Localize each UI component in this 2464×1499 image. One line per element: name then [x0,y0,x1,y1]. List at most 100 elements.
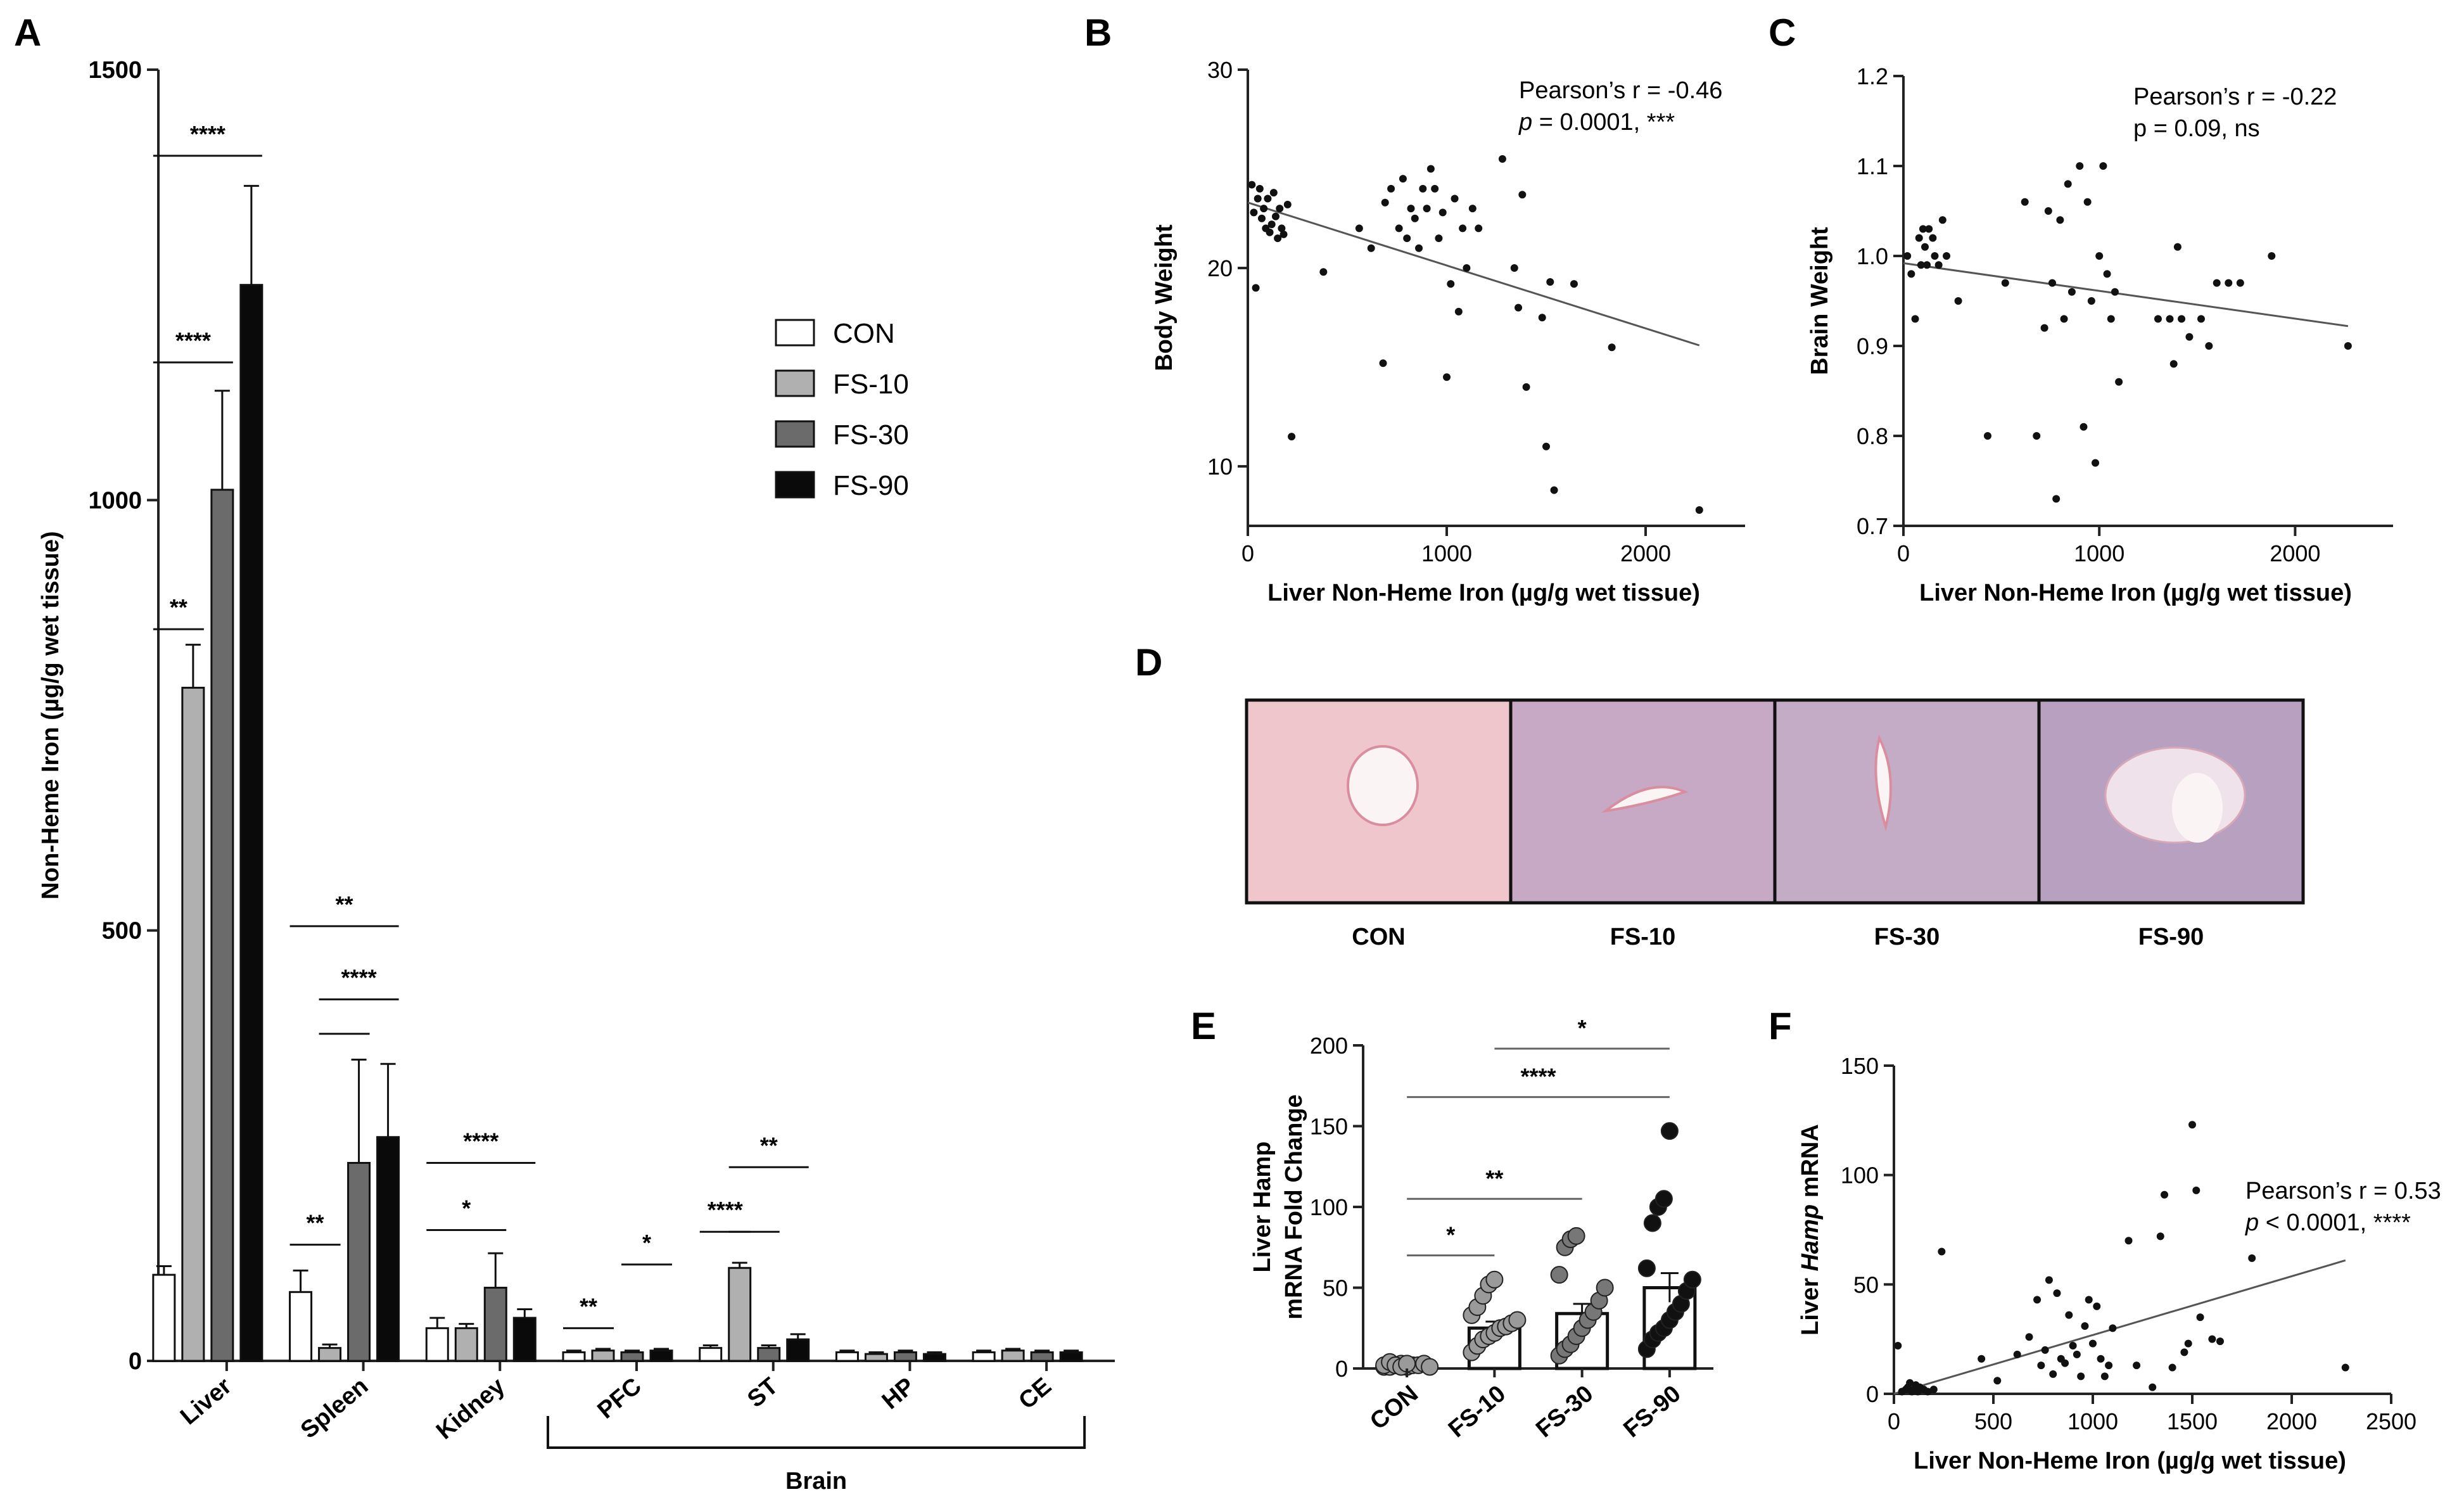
data-point [1943,252,1951,260]
brain-bracket [547,1416,1086,1449]
data-point-e [1596,1279,1614,1297]
histology-label: FS-90 [2138,924,2204,950]
annotation-p: p < 0.0001, **** [2245,1209,2411,1236]
data-point [2077,1372,2085,1381]
histology-image [1773,698,2041,905]
panel-label-d: D [1135,641,1162,684]
data-point [1438,208,1447,217]
annotation-p-rest: = 0.09, ns [2147,115,2260,142]
significance-label: **** [190,121,225,147]
regression-line [1247,201,1700,347]
data-point [1510,264,1518,272]
data-point [1954,297,1962,305]
vessel-lumen [1601,786,1689,813]
data-point [2173,243,2181,251]
data-point [2069,1342,2077,1350]
legend-swatch [775,471,815,499]
data-point [1929,234,1937,242]
y-tick-label: 50 [1853,1272,1879,1298]
x-tick-label: 2000 [1620,540,1671,566]
bar [152,1273,176,1362]
x-tick-label-e: FS-10 [1444,1381,1511,1443]
data-point [2040,324,2048,332]
data-point [2111,288,2119,296]
y-tick-label-e: 100 [1310,1194,1348,1220]
data-point [1278,224,1286,233]
y-tick-label: 1.0 [1857,243,1888,269]
annotation-p-letter: p [2245,1209,2259,1236]
data-point [2341,1363,2349,1372]
data-point [2197,315,2205,323]
annotation-p-rest: = 0.0001, *** [1532,109,1675,136]
data-point [2105,1362,2113,1370]
bar [835,1351,859,1362]
data-point [1515,303,1523,312]
x-axis-label: Liver Non-Heme Iron (µg/g wet tissue) [1919,580,2352,606]
data-point [1451,195,1459,203]
data-point [1906,1379,1914,1387]
data-point [2093,1302,2101,1310]
y-tick-label-a: 0 [129,1348,142,1375]
data-point [2124,1237,2133,1245]
data-point [2103,270,2111,278]
bar [649,1349,673,1362]
bar [483,1287,507,1362]
data-point [1319,268,1328,276]
data-point [2092,459,2100,467]
data-point [1431,184,1439,193]
data-point-e [1567,1227,1585,1245]
vessel-lumen-inner [2172,773,2223,843]
data-point [1269,189,1278,197]
y-tick-label: 0.9 [1857,333,1888,359]
data-point [1925,225,1933,233]
data-point-e [1660,1122,1679,1140]
data-point [1463,264,1471,272]
x-tick-label: 1500 [2167,1408,2218,1434]
y-axis-label-part: Hamp [1797,1204,1824,1272]
y-axis-label-part: mRNA [1797,1124,1824,1204]
annotation-p-letter: p [1518,109,1532,136]
data-point [2065,1311,2073,1319]
significance-label: ** [170,594,187,620]
y-tick-label: 0.7 [1857,513,1888,539]
annotation-r: Pearson’s r = -0.22 [2133,84,2337,110]
data-point-e [1421,1358,1439,1376]
data-point [2178,315,2186,323]
legend-swatch [775,420,815,448]
x-axis-label: Liver Non-Heme Iron (µg/g wet tissue) [1914,1448,2346,1474]
data-point [2185,333,2194,341]
legend-swatch [775,369,815,397]
bar [1030,1351,1054,1362]
bar [512,1317,537,1362]
data-point [1443,373,1451,381]
significance-label: ** [336,891,353,917]
data-point [2073,1350,2081,1358]
data-point [2149,1383,2157,1391]
bar [922,1353,946,1362]
data-point [1978,1355,1986,1363]
data-point [1381,198,1389,207]
data-point [1608,343,1616,352]
data-point [1468,205,1476,213]
y-tick-label: 1.2 [1857,63,1888,89]
annotation-p-letter: p [2133,115,2147,142]
data-point [1522,383,1530,391]
data-point [1538,314,1546,322]
bar [893,1351,917,1362]
data-point [2081,1322,2089,1330]
data-point [2021,198,2029,206]
x-axis-label: Liver Non-Heme Iron (µg/g wet tissue) [1267,580,1700,606]
bar [864,1353,888,1362]
data-point [1407,205,1415,213]
data-point [1367,244,1375,252]
panel-label-f: F [1769,1005,1792,1047]
data-point [1411,214,1419,222]
data-point [2208,1335,2216,1343]
data-point [1475,224,1483,233]
bar [318,1347,342,1362]
x-tick-label: 2000 [2270,540,2320,566]
data-point [1423,205,1431,213]
histology-label: CON [1352,924,1405,950]
data-point [1419,184,1427,193]
data-point [1550,486,1558,494]
